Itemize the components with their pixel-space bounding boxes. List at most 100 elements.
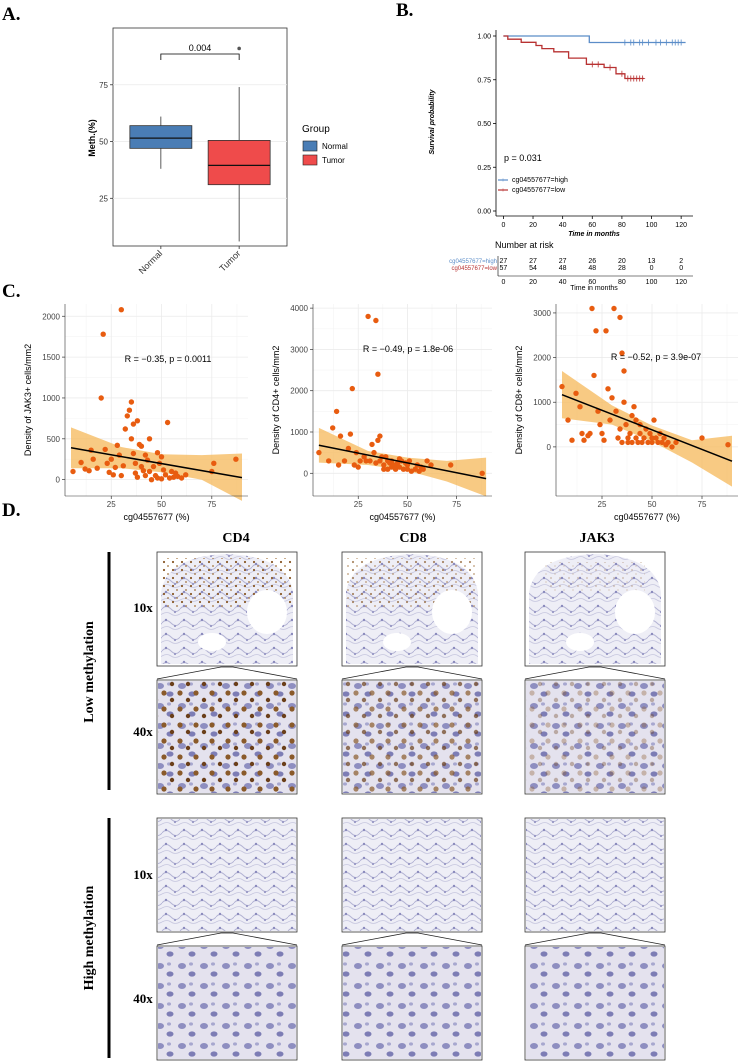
data-point xyxy=(128,399,135,405)
box-tumor xyxy=(207,140,271,186)
ihc-image-jak3-low-10x xyxy=(524,551,666,680)
data-point xyxy=(316,449,322,456)
scatter-panel-cd4: 25 50 75 0 1000 2000 3000 4000 cg04557677 (%) Den… xyxy=(271,304,492,522)
legend: Group Normal Tumor xyxy=(302,124,348,166)
risk-time-label: 120 xyxy=(675,279,687,286)
y-tick-label: 3000 xyxy=(533,309,551,318)
y-tick-label: 2000 xyxy=(42,312,60,321)
legend-item-tumor: Tumor xyxy=(322,156,345,165)
tissue-field xyxy=(343,819,481,931)
data-point xyxy=(647,430,653,437)
data-point xyxy=(617,426,623,432)
y-tick-label: 1.00 xyxy=(477,34,491,41)
y-tick-label: 50 xyxy=(99,138,108,147)
box-normal xyxy=(129,125,193,149)
data-point xyxy=(132,470,139,476)
mag-label-10x-high: 10x xyxy=(133,867,153,882)
mag-label-40x-low: 40x xyxy=(133,724,153,739)
mag-label-10x-low: 10x xyxy=(133,600,153,615)
y-tick-label: 4000 xyxy=(290,304,308,313)
censor-mark xyxy=(657,39,663,46)
data-point xyxy=(661,435,667,441)
risk-table-xlabel: Time in months xyxy=(570,285,618,292)
data-point xyxy=(106,469,112,475)
data-point xyxy=(653,435,659,441)
y-axis-label: Meth.(%) xyxy=(87,119,97,157)
data-point xyxy=(603,328,609,334)
ihc-image-cd4-high-10x xyxy=(156,817,298,946)
data-point xyxy=(479,470,485,476)
panel-label-a: A. xyxy=(2,4,21,25)
censor-mark xyxy=(678,39,684,46)
data-point xyxy=(365,313,371,320)
risk-count: 54 xyxy=(529,265,537,272)
p-value: p = 0.031 xyxy=(504,153,542,163)
significance-bracket xyxy=(160,53,240,60)
data-point xyxy=(100,331,106,337)
data-point xyxy=(615,435,621,441)
ihc-image-cd4-high-40x xyxy=(156,945,298,1061)
x-tick-label: 50 xyxy=(403,500,412,509)
y-tick-label: 1000 xyxy=(290,428,308,437)
data-point xyxy=(633,435,639,441)
data-point xyxy=(659,439,665,446)
risk-count: 57 xyxy=(500,265,508,272)
data-point xyxy=(625,435,631,441)
legend: + cg04557677=high + cg04557677=low xyxy=(498,177,568,194)
data-point xyxy=(633,417,639,423)
y-tick-label: 1000 xyxy=(533,398,551,407)
data-point xyxy=(569,437,575,443)
x-axis-label: cg04557677 (%) xyxy=(369,512,435,522)
risk-count: 27 xyxy=(529,258,537,265)
censor-mark xyxy=(607,64,613,71)
regression-line xyxy=(561,393,733,462)
data-point xyxy=(162,472,169,478)
y-tick-label: 2000 xyxy=(533,354,551,363)
data-point xyxy=(611,305,617,312)
legend-item-high: cg04557677=high xyxy=(512,177,568,184)
data-point xyxy=(573,390,579,396)
data-point xyxy=(424,458,430,464)
data-point xyxy=(158,454,165,460)
risk-count: 26 xyxy=(588,258,596,265)
data-point xyxy=(420,466,426,472)
data-point xyxy=(373,460,379,466)
data-point xyxy=(599,430,605,437)
data-point xyxy=(581,437,587,443)
ihc-image-cd8-high-10x xyxy=(341,817,483,946)
data-point xyxy=(629,412,635,419)
data-point xyxy=(617,314,623,321)
y-tick-label: 0.75 xyxy=(477,77,491,84)
column-header-jak3: JAK3 xyxy=(580,531,615,546)
data-point xyxy=(90,456,96,462)
data-point xyxy=(577,404,583,410)
risk-table: Number at risk cg04557677=high cg0455767… xyxy=(449,240,693,292)
data-point xyxy=(138,463,145,470)
data-point xyxy=(371,449,377,456)
data-point xyxy=(565,417,571,423)
column-header-cd4: CD4 xyxy=(222,531,249,546)
censor-mark xyxy=(640,39,646,46)
risk-count: 27 xyxy=(500,258,508,265)
data-point xyxy=(345,445,352,452)
risk-count: 13 xyxy=(648,258,656,265)
data-point xyxy=(381,466,387,472)
survival-curve-low xyxy=(503,35,645,80)
legend-item-low: cg04557677=low xyxy=(512,187,566,194)
data-point xyxy=(629,439,635,446)
risk-count: 0 xyxy=(679,265,683,272)
x-tick-label: 75 xyxy=(207,500,216,509)
data-point xyxy=(124,413,130,419)
data-point xyxy=(623,421,629,428)
data-point xyxy=(406,458,413,464)
data-point xyxy=(404,466,411,472)
data-point xyxy=(637,430,643,437)
data-point xyxy=(233,456,239,462)
data-point xyxy=(613,408,619,414)
ihc-image-cd8-low-40x xyxy=(341,679,483,795)
x-tick-label: Tumor xyxy=(217,248,242,273)
data-point xyxy=(158,476,165,482)
correlation-annotation: R = −0.35, p = 0.0011 xyxy=(125,354,212,364)
y-axis-label: Density of CD8+ cells/mm2 xyxy=(514,346,524,455)
data-point xyxy=(589,305,595,312)
